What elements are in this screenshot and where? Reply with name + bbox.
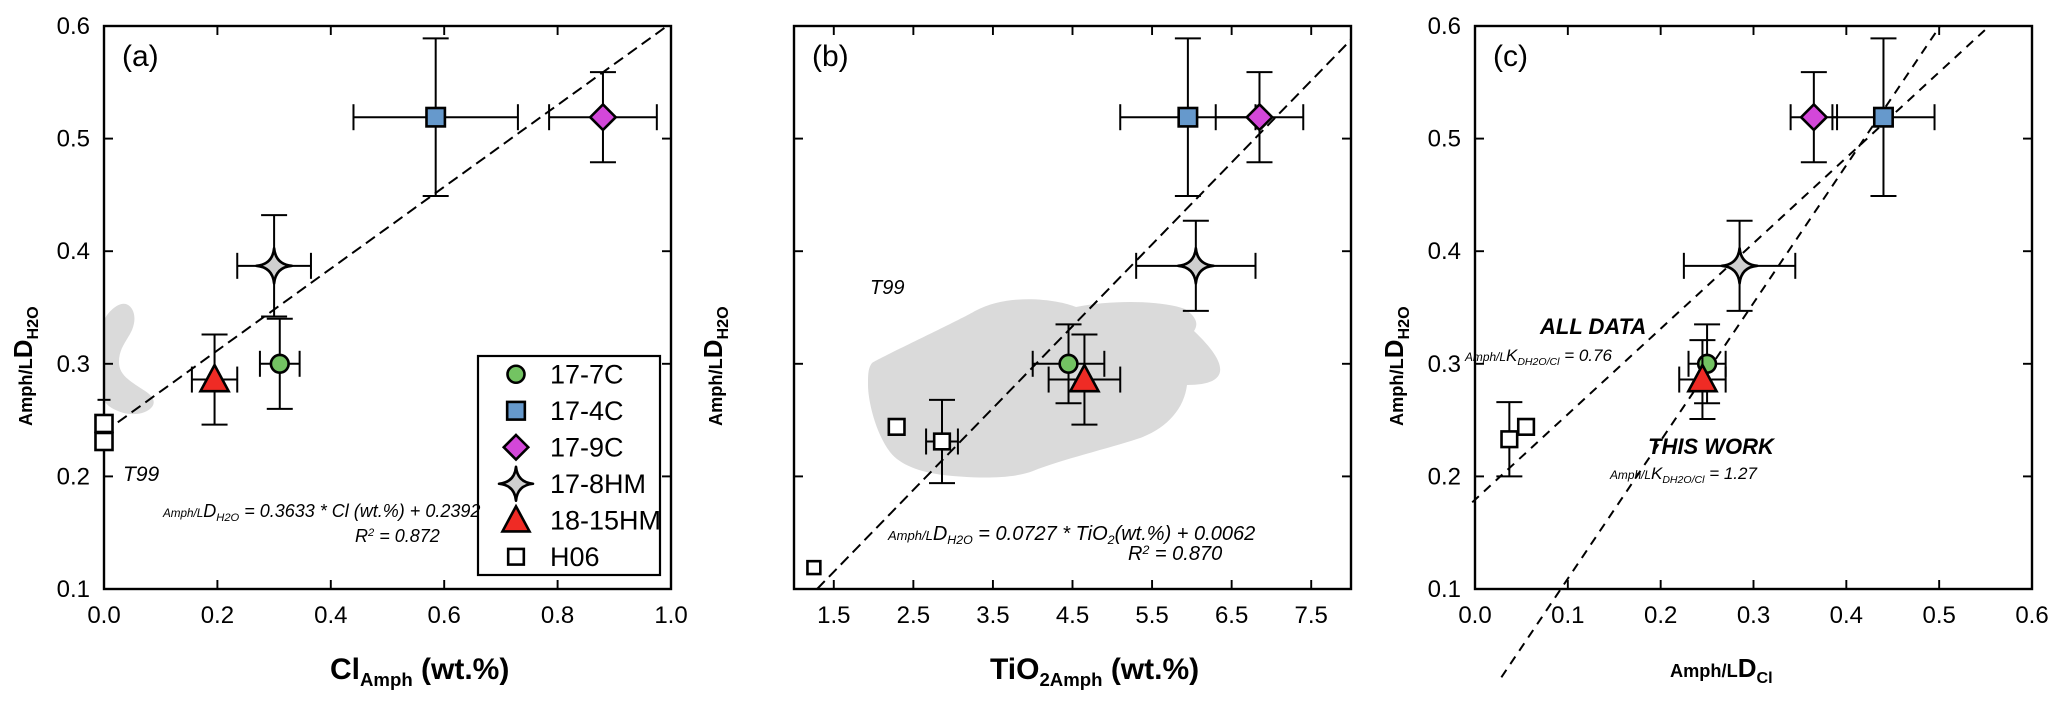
svg-text:0.6: 0.6 bbox=[2015, 602, 2048, 629]
svg-text:0.1: 0.1 bbox=[1551, 602, 1584, 629]
svg-text:0.2: 0.2 bbox=[57, 463, 90, 490]
svg-text:H06: H06 bbox=[550, 542, 600, 572]
svg-text:17-9C: 17-9C bbox=[550, 432, 624, 462]
svg-text:0.6: 0.6 bbox=[57, 13, 90, 40]
svg-text:0.6: 0.6 bbox=[428, 602, 461, 629]
svg-text:5.5: 5.5 bbox=[1135, 602, 1168, 629]
svg-text:3.5: 3.5 bbox=[976, 602, 1009, 629]
svg-text:(a): (a) bbox=[122, 40, 159, 73]
svg-text:2.5: 2.5 bbox=[897, 602, 930, 629]
svg-text:0.2: 0.2 bbox=[1644, 602, 1677, 629]
svg-text:17-4C: 17-4C bbox=[550, 396, 624, 426]
svg-text:(c): (c) bbox=[1493, 40, 1528, 73]
svg-text:0.5: 0.5 bbox=[57, 126, 90, 153]
svg-text:0.8: 0.8 bbox=[541, 602, 574, 629]
svg-text:4.5: 4.5 bbox=[1056, 602, 1089, 629]
svg-text:0.2: 0.2 bbox=[201, 602, 234, 629]
svg-text:0.0: 0.0 bbox=[87, 602, 120, 629]
svg-text:(b): (b) bbox=[812, 40, 849, 73]
svg-text:0.5: 0.5 bbox=[1428, 126, 1461, 153]
svg-text:0.1: 0.1 bbox=[57, 576, 90, 603]
svg-text:1.5: 1.5 bbox=[817, 602, 850, 629]
svg-text:0.0: 0.0 bbox=[1458, 602, 1491, 629]
svg-text:1.0: 1.0 bbox=[654, 602, 687, 629]
svg-text:0.5: 0.5 bbox=[1922, 602, 1955, 629]
svg-text:17-8HM: 17-8HM bbox=[550, 469, 646, 499]
svg-text:17-7C: 17-7C bbox=[550, 359, 624, 389]
svg-text:0.2: 0.2 bbox=[1428, 463, 1461, 490]
svg-text:0.4: 0.4 bbox=[57, 238, 90, 265]
svg-text:0.1: 0.1 bbox=[1428, 576, 1461, 603]
svg-text:0.4: 0.4 bbox=[314, 602, 347, 629]
svg-text:18-15HM: 18-15HM bbox=[550, 505, 661, 535]
svg-text:0.6: 0.6 bbox=[1428, 13, 1461, 40]
svg-text:6.5: 6.5 bbox=[1215, 602, 1248, 629]
svg-text:0.4: 0.4 bbox=[1830, 602, 1863, 629]
svg-text:0.3: 0.3 bbox=[57, 351, 90, 378]
svg-text:7.5: 7.5 bbox=[1295, 602, 1328, 629]
svg-text:0.4: 0.4 bbox=[1428, 238, 1461, 265]
svg-text:0.3: 0.3 bbox=[1428, 351, 1461, 378]
svg-text:0.3: 0.3 bbox=[1737, 602, 1770, 629]
